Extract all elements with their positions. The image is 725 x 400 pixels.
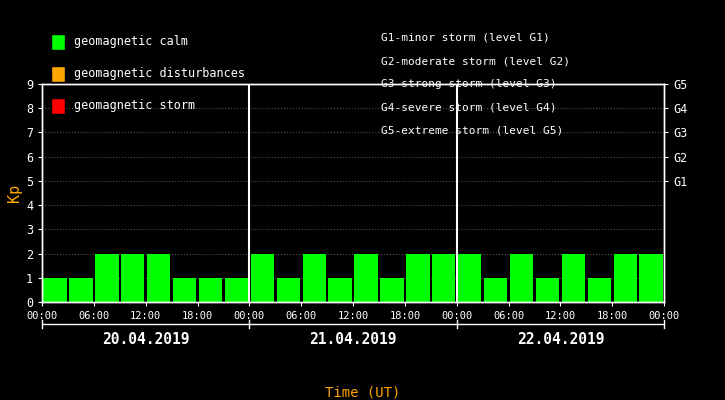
Bar [613,254,637,302]
Bar [302,254,326,302]
Bar [199,278,222,302]
Text: Time (UT): Time (UT) [325,385,400,399]
Y-axis label: Kp: Kp [7,184,22,202]
Text: G4-severe storm (level G4): G4-severe storm (level G4) [381,103,556,113]
Bar [251,254,274,302]
Text: G1-minor storm (level G1): G1-minor storm (level G1) [381,33,550,43]
Bar [277,278,300,302]
Bar [95,254,118,302]
Bar [70,278,93,302]
Text: G5-extreme storm (level G5): G5-extreme storm (level G5) [381,126,563,136]
Bar [406,254,429,302]
Bar [484,278,507,302]
Bar [432,254,455,302]
Bar [510,254,533,302]
Bar [173,278,196,302]
Text: G2-moderate storm (level G2): G2-moderate storm (level G2) [381,56,570,66]
Bar [381,278,404,302]
Text: 20.04.2019: 20.04.2019 [102,332,189,348]
Bar [588,278,611,302]
Text: geomagnetic disturbances: geomagnetic disturbances [74,68,245,80]
Text: 21.04.2019: 21.04.2019 [310,332,397,348]
Text: geomagnetic calm: geomagnetic calm [74,36,188,48]
Text: geomagnetic storm: geomagnetic storm [74,100,195,112]
Text: G3-strong storm (level G3): G3-strong storm (level G3) [381,79,556,89]
Bar [328,278,352,302]
Bar [355,254,378,302]
Bar [121,254,144,302]
Bar [147,254,170,302]
Bar [458,254,481,302]
Bar [536,278,559,302]
Bar [562,254,585,302]
Bar [44,278,67,302]
Bar [639,254,663,302]
Text: 22.04.2019: 22.04.2019 [517,332,604,348]
Bar [225,278,248,302]
